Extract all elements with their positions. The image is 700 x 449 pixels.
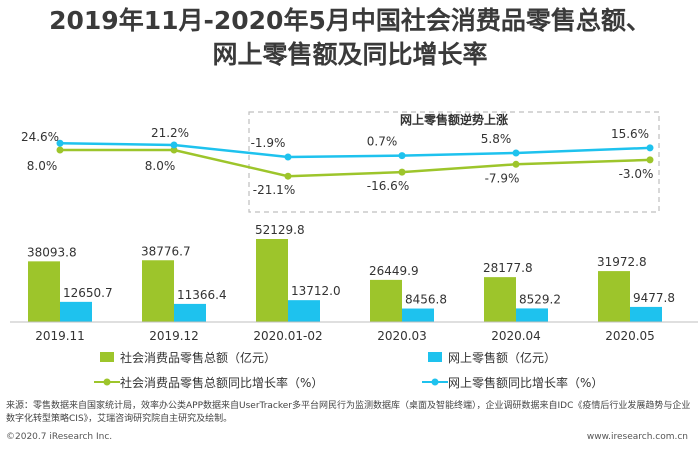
- legend-marker-3: [431, 378, 439, 386]
- legend-label-1: 网上零售额（亿元）: [448, 350, 556, 365]
- legend: 社会消费品零售总额（亿元） 网上零售额（亿元） 社会消费品零售总额同比增长率（%） 网…: [94, 350, 603, 390]
- bar-retail-total-1: [142, 260, 174, 322]
- bar-retail-total-0: [28, 261, 60, 322]
- label-online-growth-3: 0.7%: [367, 135, 398, 149]
- bar-retail-total-4: [484, 277, 516, 322]
- chart-canvas: 网上零售额逆势上涨 8.0% 8.0% -21.1% -16.6% -7.9% -3.0%…: [10, 111, 698, 390]
- point-retail-growth-1: [170, 146, 178, 154]
- bar-label-online-retail-2: 13712.0: [291, 284, 341, 298]
- point-online-growth-4: [512, 149, 520, 157]
- chart-title-line2: 网上零售额及同比增长率: [212, 40, 488, 69]
- bar-online-retail-1: [174, 303, 206, 322]
- bar-label-retail-total-0: 38093.8: [27, 245, 77, 259]
- point-online-growth-2: [284, 153, 292, 161]
- x-tick-label-4: 2020.04: [491, 329, 541, 343]
- bar-online-retail-2: [288, 300, 320, 322]
- bar-label-online-retail-0: 12650.7: [63, 286, 113, 300]
- x-tick-label-1: 2019.12: [149, 329, 199, 343]
- bar-retail-total-3: [370, 279, 402, 322]
- source-note: 来源：零售数据来自国家统计局，效率办公类APP数据来自UserTracker多平…: [6, 401, 691, 424]
- bar-label-online-retail-5: 9477.8: [633, 291, 675, 305]
- legend-label-2: 社会消费品零售总额同比增长率（%）: [120, 375, 323, 390]
- bar-online-retail-3: [402, 308, 434, 322]
- label-retail-growth-1: 8.0%: [145, 159, 176, 173]
- point-online-growth-0: [56, 139, 64, 147]
- point-retail-growth-4: [512, 160, 520, 168]
- point-retail-growth-3: [398, 168, 406, 176]
- label-online-growth-0: 24.6%: [21, 130, 59, 144]
- bar-label-online-retail-4: 8529.2: [519, 292, 561, 306]
- label-online-growth-5: 15.6%: [611, 127, 649, 141]
- chart-title: 2019年11月-2020年5月中国社会消费品零售总额、 网上零售额及同比增长率: [0, 4, 700, 72]
- line-retail-growth: [60, 148, 651, 178]
- x-tick-label-3: 2020.03: [377, 329, 427, 343]
- annotation-box: [248, 111, 660, 213]
- point-online-growth-3: [398, 152, 406, 160]
- line-layer: 8.0% 8.0% -21.1% -16.6% -7.9% -3.0% 24.6% 21.2%…: [21, 126, 654, 197]
- point-online-growth-1: [170, 141, 178, 149]
- bar-label-retail-total-4: 28177.8: [483, 261, 533, 275]
- bar-online-retail-5: [630, 306, 662, 322]
- bar-label-online-retail-3: 8456.8: [405, 293, 447, 307]
- label-online-growth-2: -1.9%: [251, 136, 286, 150]
- bar-layer: 38093.8 38776.7 52129.8 26449.9 28177.8 31972…: [27, 223, 675, 322]
- point-retail-growth-2: [284, 172, 292, 180]
- label-online-growth-1: 21.2%: [151, 126, 189, 140]
- bar-label-online-retail-1: 11366.4: [177, 288, 227, 302]
- chart-title-line1: 2019年11月-2020年5月中国社会消费品零售总额、: [49, 6, 651, 35]
- legend-label-3: 网上零售额同比增长率（%）: [448, 375, 603, 390]
- x-tick-layer: 2019.11 2019.12 2020.01-02 2020.03 2020.04 20…: [35, 329, 655, 343]
- x-tick-label-5: 2020.05: [605, 329, 655, 343]
- bar-online-retail-4: [516, 308, 548, 322]
- legend-label-0: 社会消费品零售总额（亿元）: [120, 350, 276, 365]
- line-online-growth: [59, 141, 651, 159]
- legend-marker-2: [103, 378, 111, 386]
- label-online-growth-4: 5.8%: [481, 132, 512, 146]
- legend-swatch-1: [428, 352, 442, 362]
- label-retail-growth-0: 8.0%: [27, 159, 58, 173]
- annotation-text: 网上零售额逆势上涨: [400, 112, 508, 127]
- bar-label-retail-total-2: 52129.8: [255, 223, 305, 237]
- legend-swatch-0: [100, 352, 114, 362]
- label-retail-growth-5: -3.0%: [619, 167, 654, 181]
- bar-online-retail-0: [60, 301, 92, 322]
- bar-label-retail-total-5: 31972.8: [597, 255, 647, 269]
- bar-retail-total-2: [256, 239, 288, 322]
- bar-label-retail-total-1: 38776.7: [141, 244, 191, 258]
- point-online-growth-5: [646, 144, 654, 152]
- label-retail-growth-3: -16.6%: [367, 179, 409, 193]
- label-retail-growth-4: -7.9%: [485, 171, 520, 185]
- point-retail-growth-0: [56, 146, 64, 154]
- copyright: ©2020.7 iResearch Inc.: [6, 432, 113, 442]
- label-retail-growth-2: -21.1%: [253, 183, 295, 197]
- x-tick-label-2: 2020.01-02: [253, 329, 322, 343]
- website: www.iresearch.com.cn: [586, 432, 688, 442]
- x-tick-label-0: 2019.11: [35, 329, 85, 343]
- point-retail-growth-5: [646, 156, 654, 164]
- bar-label-retail-total-3: 26449.9: [369, 264, 419, 278]
- bar-retail-total-5: [598, 271, 630, 322]
